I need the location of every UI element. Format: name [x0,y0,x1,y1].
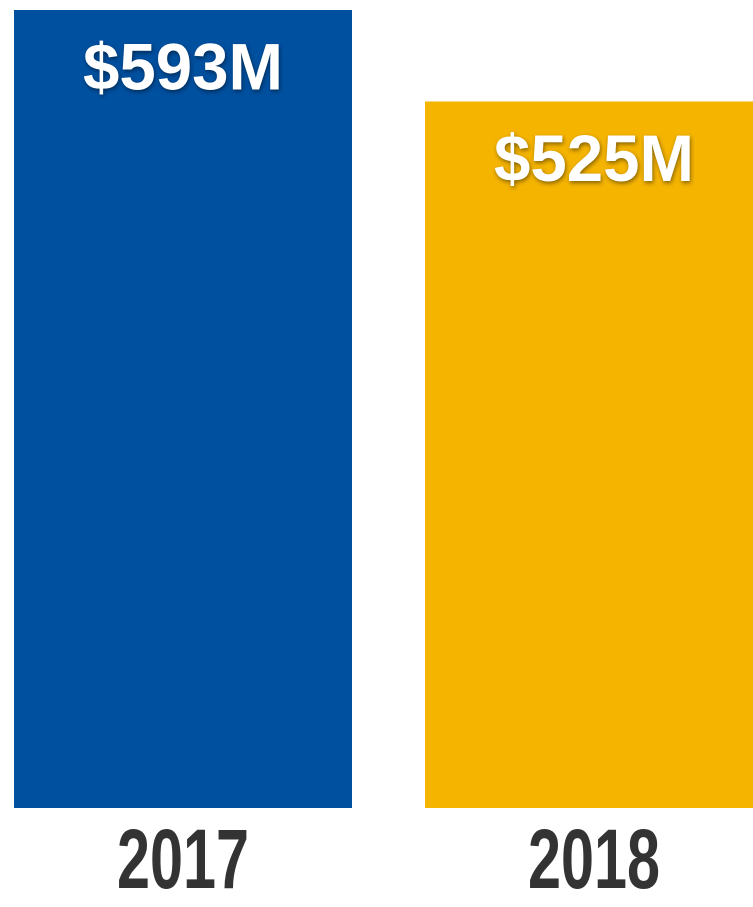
bar [14,10,352,808]
value-label: $525M [494,121,694,195]
value-label: $593M [83,29,283,103]
bar [425,101,753,809]
x-tick-label: 2018 [528,812,660,906]
x-tick-label: 2017 [117,812,249,906]
